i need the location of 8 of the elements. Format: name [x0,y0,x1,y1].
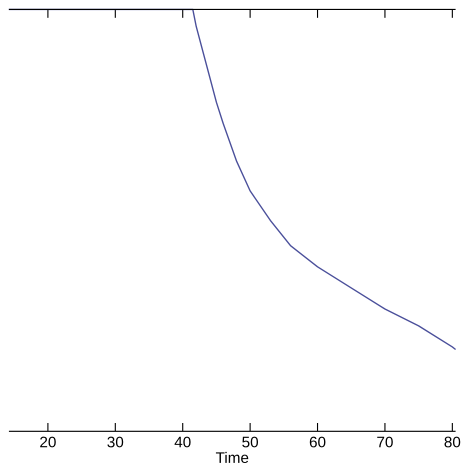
x-tick-label: 70 [377,436,393,448]
x-tick-label: 40 [174,436,191,448]
x-tick-label: 30 [107,436,124,448]
x-tick-label: 20 [40,436,56,448]
x-axis-title: Time [216,452,248,464]
x-tick-label: 50 [242,436,258,448]
x-tick-label: 60 [310,436,326,448]
x-tick-label: 80 [444,436,460,448]
